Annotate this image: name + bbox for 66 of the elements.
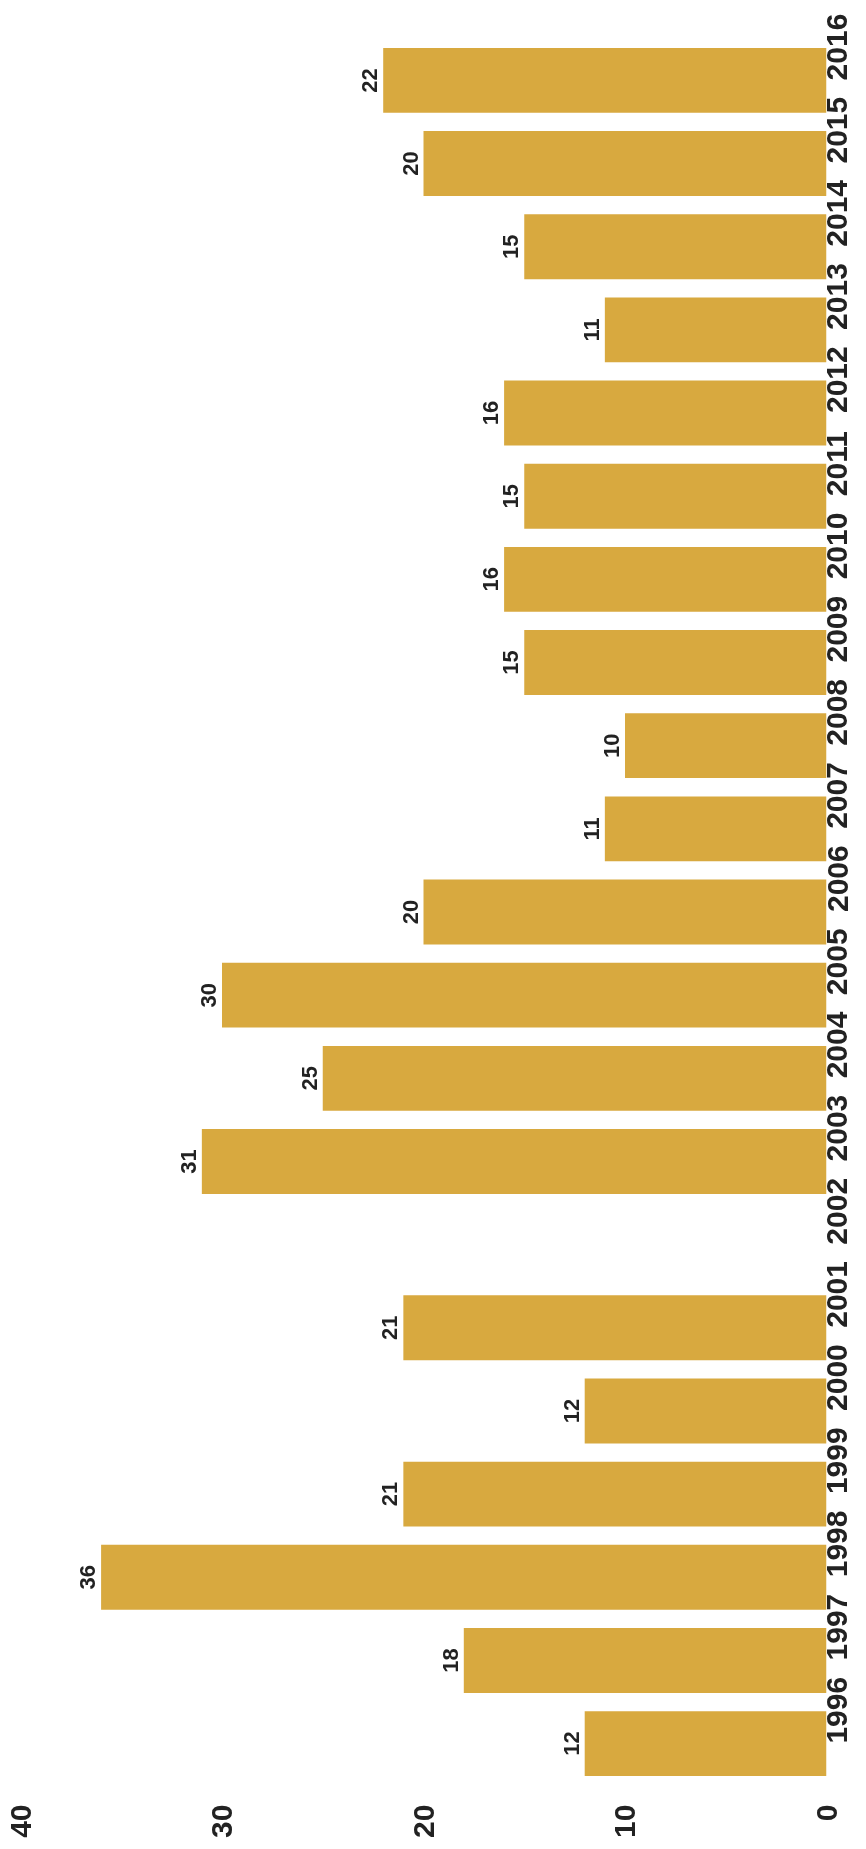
y-tick-label: 1996 [820, 1676, 854, 1744]
y-tick-label: 1998 [820, 1510, 854, 1578]
data-label: 16 [478, 567, 504, 592]
x-tick-label: 10 [608, 1804, 641, 1838]
y-tick-label: 2005 [820, 928, 854, 996]
bar [524, 463, 827, 529]
data-label: 20 [397, 151, 423, 176]
y-tick-label: 2002 [820, 1177, 854, 1245]
data-label: 12 [558, 1398, 584, 1424]
y-tick-label: 2003 [820, 1094, 854, 1162]
y-tick-label: 2004 [820, 1011, 854, 1079]
y-tick-label: 2013 [820, 263, 854, 330]
bar [403, 1295, 827, 1361]
bar [584, 1711, 827, 1777]
bar [322, 1045, 827, 1111]
bar [604, 796, 827, 862]
x-tick-label: 30 [205, 1804, 238, 1838]
bar [222, 962, 827, 1028]
data-label: 21 [377, 1481, 403, 1507]
y-tick-label: 1997 [820, 1593, 854, 1661]
y-tick-label: 2016 [820, 13, 854, 81]
data-label: 22 [357, 68, 383, 93]
data-label: 15 [498, 234, 524, 259]
bar [403, 1461, 827, 1527]
y-tick-label: 2007 [820, 762, 854, 829]
bar [423, 131, 827, 196]
bar [383, 47, 827, 113]
data-label: 30 [196, 982, 221, 1008]
x-tick-label: 20 [406, 1804, 440, 1838]
bar [463, 1628, 827, 1693]
data-label: 36 [75, 1565, 101, 1590]
bar [101, 1544, 827, 1610]
y-tick-label: 2011 [820, 431, 854, 497]
y-tick-label: 2015 [820, 96, 854, 164]
bar [584, 1378, 827, 1444]
bar [604, 297, 827, 363]
y-tick-label: 2001 [820, 1261, 854, 1328]
data-label: 15 [498, 650, 524, 675]
data-label: 15 [498, 483, 524, 509]
y-tick-label: 2000 [820, 1344, 854, 1411]
data-label: 20 [397, 899, 423, 925]
y-tick-label: 2014 [820, 179, 854, 247]
bar [524, 630, 827, 695]
data-label: 21 [377, 1315, 403, 1341]
y-tick-label: 2009 [820, 595, 854, 663]
data-label: 16 [478, 400, 504, 426]
bar [423, 879, 827, 945]
data-label: 11 [578, 817, 604, 841]
bar [201, 1129, 827, 1194]
y-tick-label: 2010 [820, 512, 854, 580]
data-label: 10 [599, 733, 624, 758]
data-label: 12 [558, 1731, 584, 1756]
data-label: 18 [437, 1648, 463, 1673]
y-tick-label: 2012 [820, 346, 854, 414]
data-label: 31 [175, 1149, 201, 1174]
bar [524, 214, 827, 280]
bar [504, 380, 827, 446]
y-tick-label: 1999 [820, 1427, 854, 1495]
x-tick-label: 0 [809, 1804, 843, 1822]
data-label: 25 [296, 1066, 322, 1091]
bar [504, 546, 827, 612]
bar [625, 713, 827, 779]
y-tick-label: 2008 [820, 678, 854, 746]
x-tick-label: 40 [3, 1804, 37, 1838]
y-tick-label: 2006 [820, 845, 854, 912]
data-label: 11 [578, 318, 604, 342]
